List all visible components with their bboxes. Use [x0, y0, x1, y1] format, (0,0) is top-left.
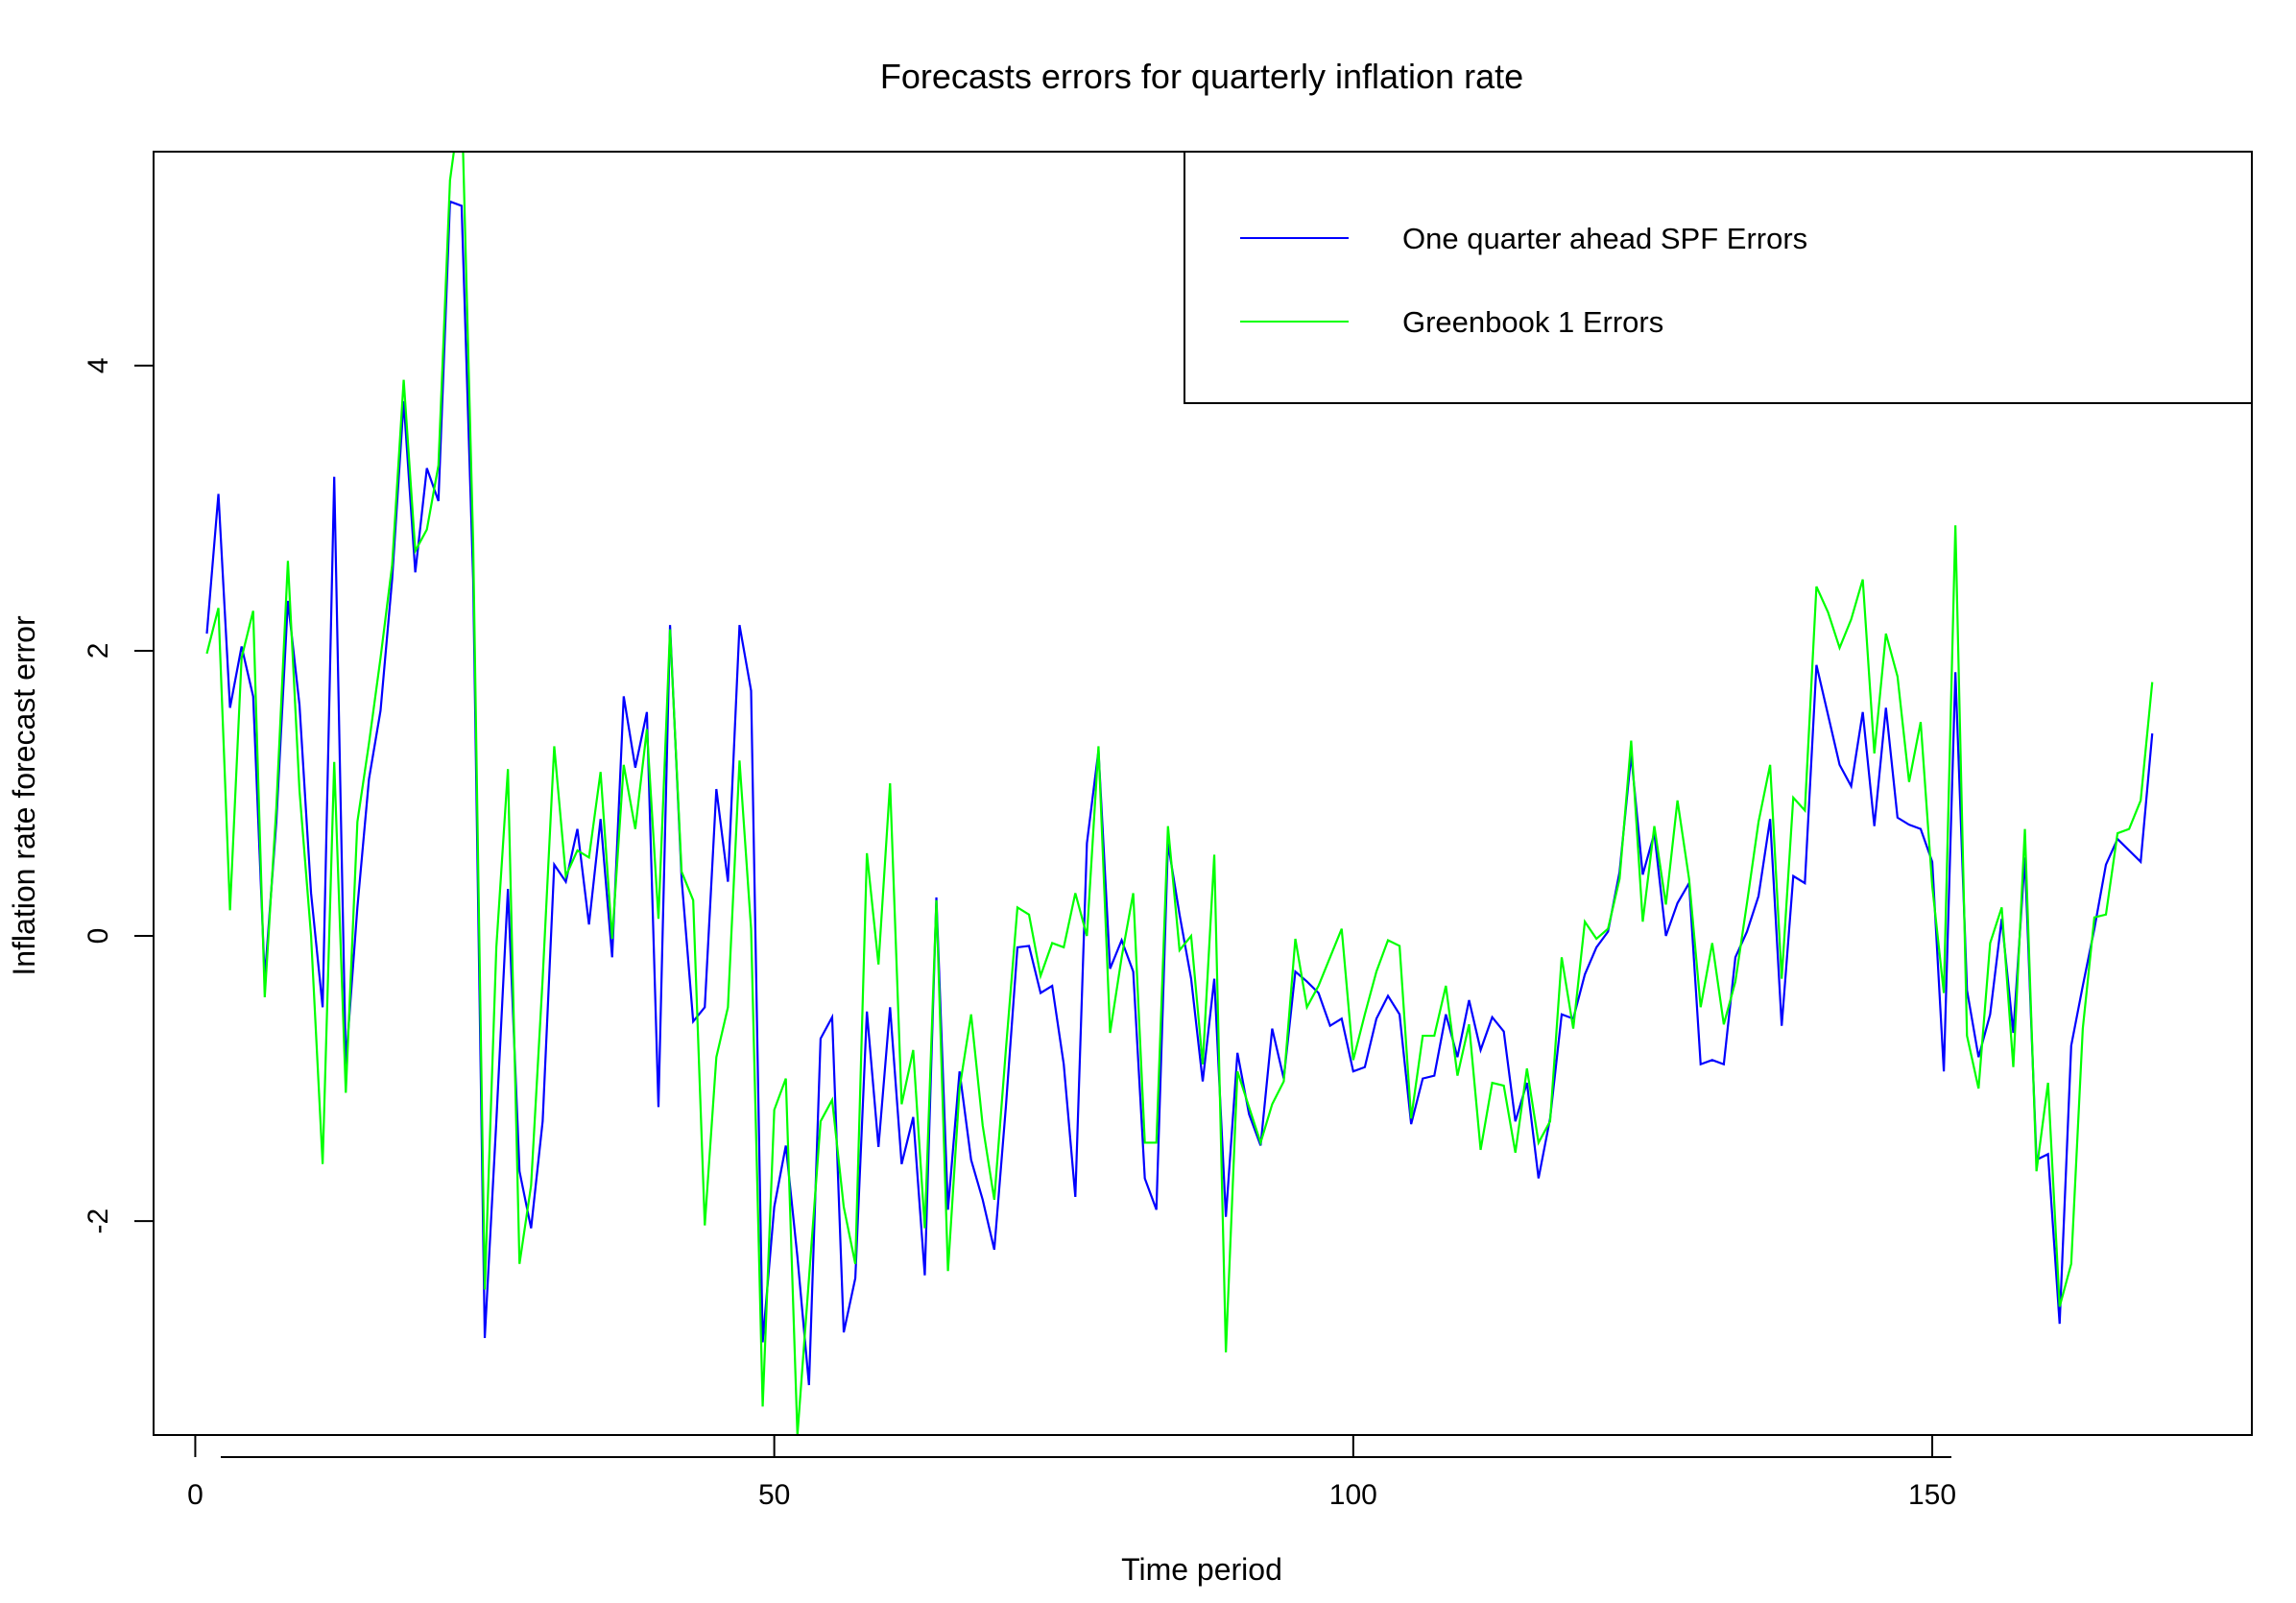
x-tick-label: 100 — [1329, 1479, 1377, 1511]
x-axis-label: Time period — [1121, 1552, 1282, 1587]
series-line-spf-errors — [205, 200, 2154, 1386]
y-axis-label: Inflation rate forecast error — [7, 615, 41, 976]
y-tick-label: 4 — [83, 357, 114, 373]
y-tick-label: 2 — [83, 643, 114, 659]
legend-label-spf: One quarter ahead SPF Errors — [1402, 222, 1807, 255]
legend-label-greenbook: Greenbook 1 Errors — [1402, 305, 1663, 339]
chart-title: Forecasts errors for quarterly inflation… — [880, 57, 1523, 96]
x-tick-label: 0 — [187, 1479, 203, 1511]
x-axis: 0 50 100 150 — [187, 1435, 1956, 1511]
series-line-greenbook-errors — [205, 152, 2154, 1435]
y-tick-label: -2 — [83, 1208, 114, 1234]
plot-series — [205, 152, 2154, 1435]
legend-box — [1184, 151, 2253, 404]
y-tick-label: 0 — [83, 928, 114, 945]
x-tick-label: 50 — [758, 1479, 790, 1511]
y-axis: -2 0 2 4 — [83, 357, 155, 1234]
legend: One quarter ahead SPF Errors Greenbook 1… — [1184, 151, 2253, 404]
x-tick-label: 150 — [1908, 1479, 1956, 1511]
